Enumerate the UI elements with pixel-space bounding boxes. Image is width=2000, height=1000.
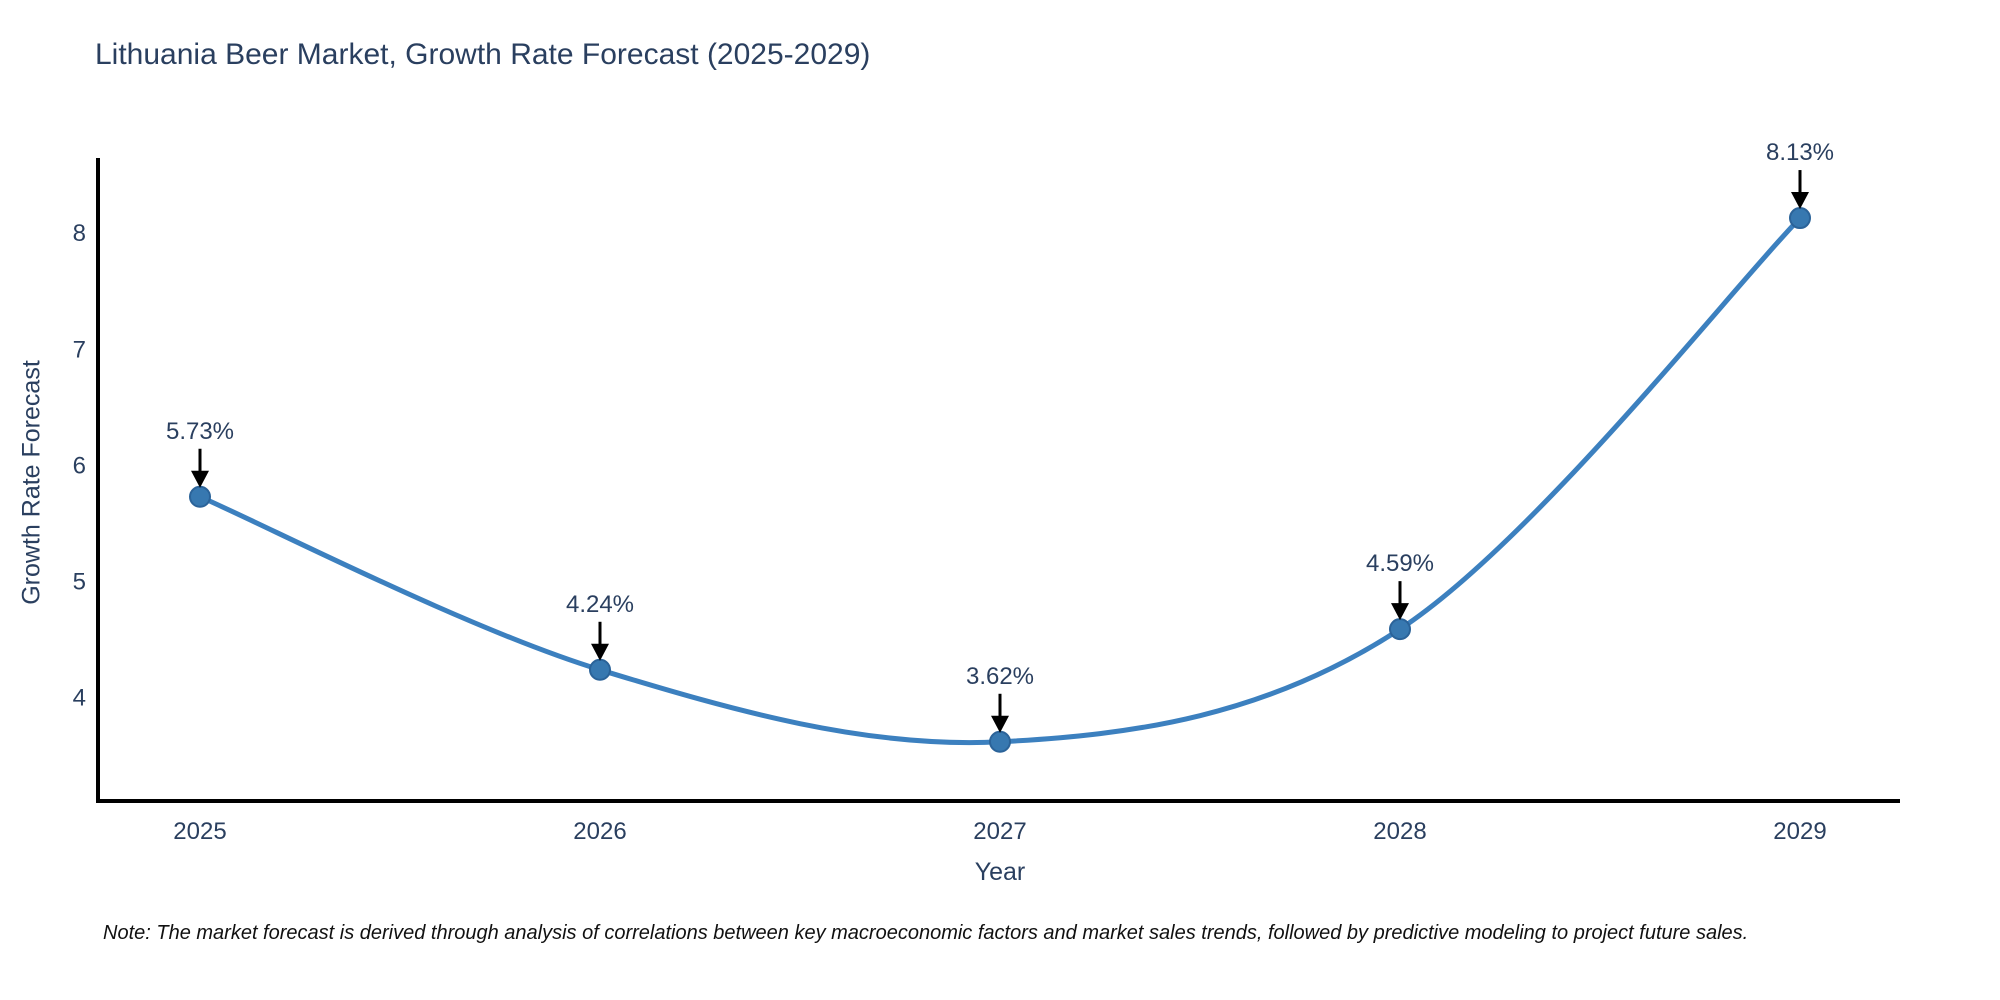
x-axis-title: Year — [974, 858, 1026, 886]
footnote: Note: The market forecast is derived thr… — [103, 922, 1749, 944]
point-value-label: 4.59% — [1366, 550, 1434, 577]
data-point-marker — [589, 658, 611, 681]
point-value-label: 4.24% — [566, 591, 634, 618]
x-tick-label: 2027 — [973, 818, 1026, 845]
data-point-marker — [1789, 207, 1811, 230]
annotation-arrow-head — [1391, 603, 1409, 621]
chart-title: Lithuania Beer Market, Growth Rate Forec… — [95, 38, 871, 71]
y-tick-label: 5 — [73, 569, 86, 596]
point-value-label: 8.13% — [1766, 139, 1834, 166]
x-tick-label: 2025 — [173, 818, 226, 845]
data-point-marker — [189, 485, 211, 508]
annotation-arrow-head — [191, 470, 209, 488]
annotation-arrow-head — [1791, 192, 1809, 210]
forecast-line — [197, 215, 1803, 746]
annotation-arrow-head — [591, 643, 609, 661]
data-point-marker — [989, 730, 1011, 753]
annotation-arrow-head — [991, 715, 1009, 733]
y-tick-label: 7 — [73, 336, 86, 363]
y-tick-label: 8 — [73, 220, 86, 247]
y-tick-label: 6 — [73, 452, 86, 479]
x-tick-label: 2029 — [1773, 818, 1826, 845]
x-tick-label: 2028 — [1373, 818, 1426, 845]
x-tick-label: 2026 — [573, 818, 626, 845]
y-tick-label: 4 — [73, 685, 86, 712]
point-value-label: 5.73% — [166, 418, 234, 445]
point-value-label: 3.62% — [966, 663, 1034, 690]
data-point-marker — [1389, 618, 1411, 641]
